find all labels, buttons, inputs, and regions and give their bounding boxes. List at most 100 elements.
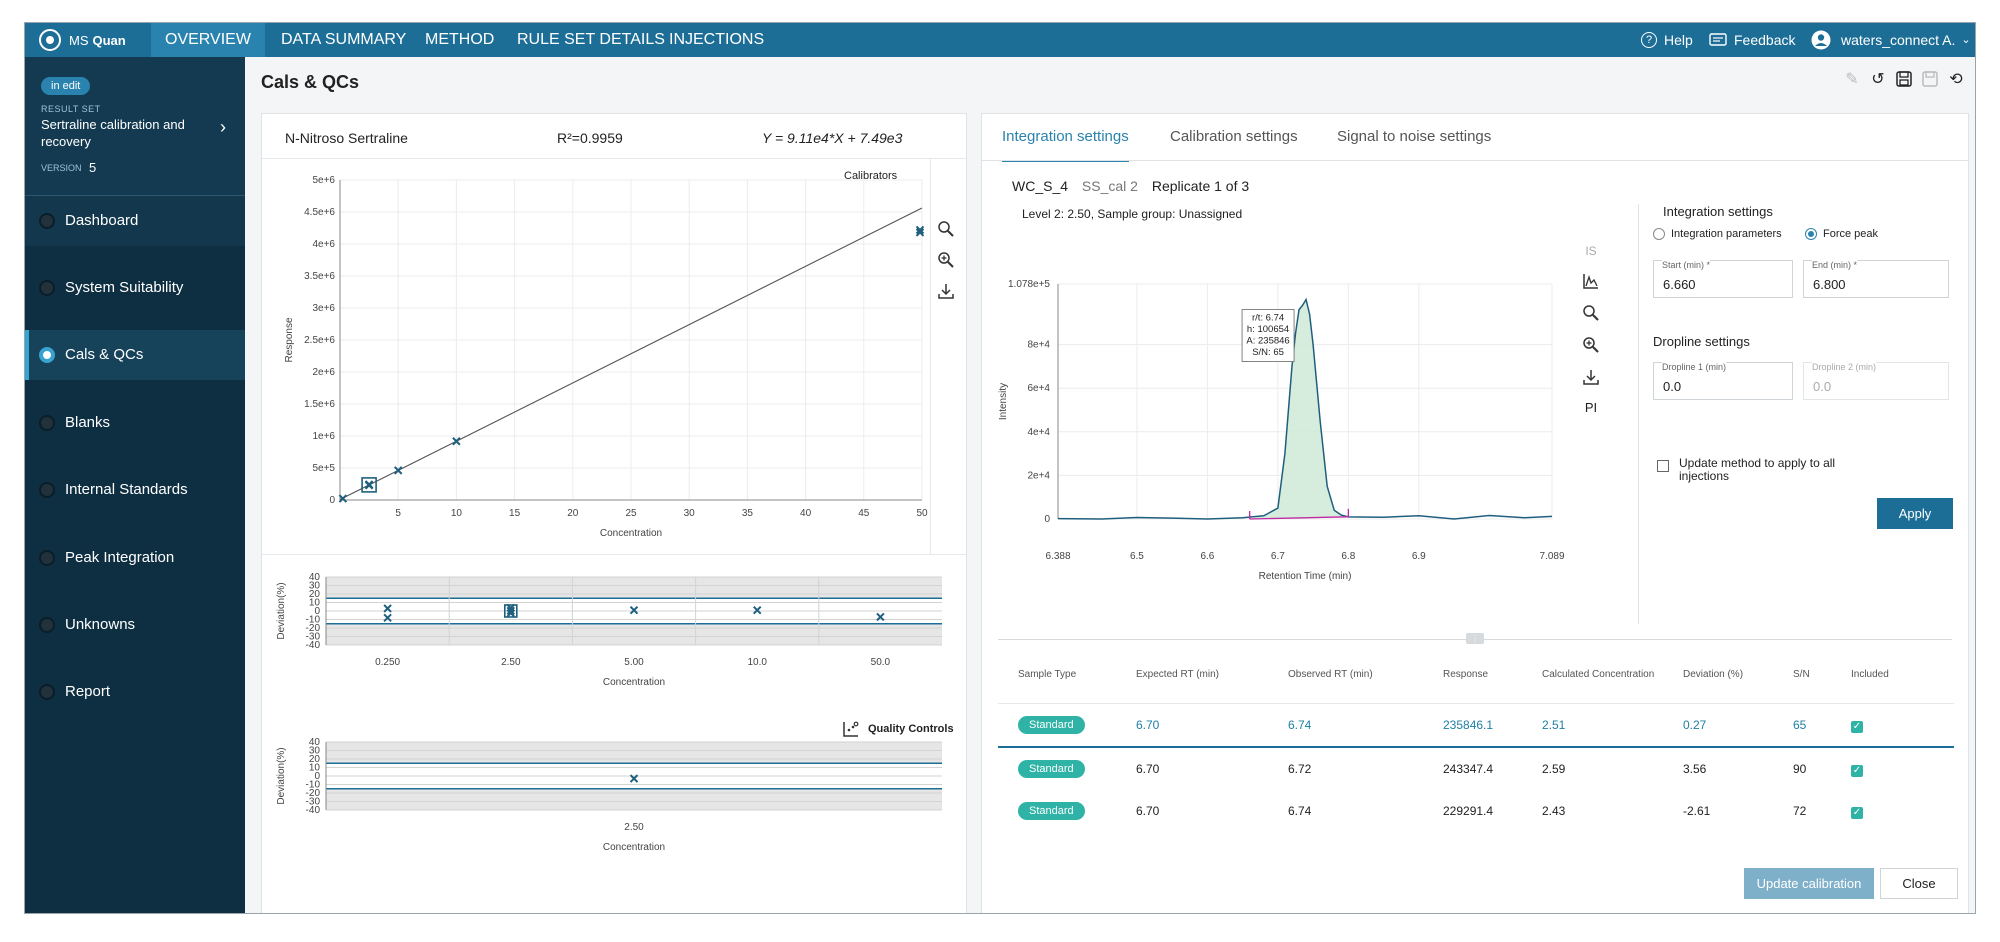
divider: [262, 554, 966, 555]
dashboard-icon: [39, 213, 55, 229]
download-icon[interactable]: [1582, 368, 1600, 386]
col-sample-type[interactable]: Sample Type: [1018, 668, 1077, 680]
col-observed-rt[interactable]: Observed RT (min): [1288, 668, 1373, 680]
deviation-point[interactable]: [383, 613, 392, 623]
calibrator-point[interactable]: [393, 466, 403, 475]
zoom-out-icon[interactable]: [937, 220, 955, 238]
radio-button[interactable]: [1805, 228, 1817, 240]
close-button[interactable]: Close: [1880, 868, 1958, 899]
col-response[interactable]: Response: [1443, 668, 1489, 680]
history-icon[interactable]: ↺: [1871, 71, 1885, 88]
update-method-checkbox[interactable]: [1657, 460, 1669, 472]
deviation-cell: -2.61: [1683, 804, 1711, 818]
included-checkbox[interactable]: ✓: [1851, 806, 1863, 819]
included-checkbox[interactable]: ✓: [1851, 764, 1863, 777]
zoom-in-icon[interactable]: [937, 251, 955, 269]
sidebar-item-cals-qcs[interactable]: Cals & QCs: [25, 330, 245, 380]
deviation-point[interactable]: [752, 605, 762, 615]
radio-button[interactable]: [1653, 228, 1665, 240]
deviation-point[interactable]: [629, 605, 639, 615]
result-set-name[interactable]: Sertraline calibration and recovery: [41, 117, 185, 149]
dropline-1-field[interactable]: Dropline 1 (min) 0.0: [1653, 362, 1793, 400]
tab-injections[interactable]: INJECTIONS: [669, 31, 765, 48]
peak-icon[interactable]: [1582, 272, 1600, 290]
sidebar-item-unknowns[interactable]: Unknowns: [25, 600, 245, 650]
sidebar-item-dashboard[interactable]: Dashboard: [25, 196, 245, 246]
y-tick-label: -40: [306, 640, 321, 651]
zoom-out-icon[interactable]: [1582, 304, 1600, 322]
tab-integration-settings[interactable]: Integration settings: [1002, 114, 1129, 162]
help-link[interactable]: ? Help: [1641, 23, 1693, 57]
sidebar-item-peak-integration[interactable]: Peak Integration: [25, 533, 245, 583]
splitter-handle-icon[interactable]: ⋮: [1466, 633, 1484, 644]
update-calibration-button[interactable]: Update calibration: [1744, 868, 1874, 899]
radio-integration-parameters[interactable]: Integration parameters: [1653, 228, 1782, 240]
x-axis-label: Retention Time (min): [1259, 571, 1352, 582]
fit-line: [339, 207, 923, 501]
deviation-point[interactable]: [506, 609, 516, 618]
sample-type-badge: Standard: [1018, 802, 1085, 820]
tab-overview[interactable]: OVERVIEW: [151, 23, 265, 57]
y-tick-label: -20: [306, 788, 321, 799]
start-time-field[interactable]: Start (min) * 6.660: [1653, 260, 1793, 298]
sidebar-item-blanks[interactable]: Blanks: [25, 398, 245, 448]
tab-data-summary[interactable]: DATA SUMMARY: [281, 31, 407, 48]
table-row[interactable]: Standard 6.70 6.74 229291.4 2.43 -2.61 7…: [998, 790, 1954, 832]
radio-force-peak[interactable]: Force peak: [1805, 228, 1878, 240]
deviation-point[interactable]: [876, 612, 885, 622]
chevron-right-icon[interactable]: ›: [220, 117, 226, 137]
x-tick-label: 50.0: [871, 657, 891, 668]
sidebar-item-internal-standards[interactable]: Internal Standards: [25, 465, 245, 515]
col-included[interactable]: Included: [1851, 668, 1889, 680]
y-axis-label: Deviation(%): [276, 582, 287, 639]
user-menu[interactable]: waters_connect A. ⌄: [1811, 23, 1971, 57]
deviation-point[interactable]: [383, 604, 392, 613]
end-time-field[interactable]: End (min) * 6.800: [1803, 260, 1949, 298]
included-checkbox[interactable]: ✓: [1851, 720, 1863, 733]
tooltip-line: h: 100654: [1247, 324, 1289, 335]
calibrator-point[interactable]: [915, 225, 925, 235]
apply-button[interactable]: Apply: [1877, 498, 1953, 529]
tab-calibration-settings[interactable]: Calibration settings: [1170, 128, 1298, 145]
table-row[interactable]: Standard 6.70 6.72 243347.4 2.59 3.56 90…: [998, 747, 1954, 790]
table-row-selected[interactable]: Standard 6.70 6.74 235846.1 2.51 0.27 65…: [998, 703, 1954, 747]
y-tick-label: 0: [314, 606, 320, 617]
deviation-point[interactable]: [506, 606, 516, 615]
save-as-icon[interactable]: [1921, 71, 1939, 89]
app-logo[interactable]: MS Quan: [39, 29, 126, 51]
col-expected-rt[interactable]: Expected RT (min): [1136, 668, 1219, 680]
tab-method[interactable]: METHOD: [425, 31, 495, 48]
calibrator-point[interactable]: [364, 481, 374, 490]
y-tick-label: 4e+6: [312, 239, 335, 250]
is-toggle[interactable]: IS: [1585, 244, 1597, 258]
save-icon[interactable]: [1895, 71, 1913, 89]
y-tick-label: 2e+4: [1027, 470, 1050, 481]
sample-id: WC_S_4: [1012, 178, 1069, 194]
calibrator-point[interactable]: [452, 437, 461, 446]
x-axis-label: Concentration: [600, 528, 662, 539]
calibrator-point[interactable]: [915, 228, 925, 237]
zoom-in-icon[interactable]: [1582, 336, 1600, 354]
tab-signal-to-noise-settings[interactable]: Signal to noise settings: [1337, 128, 1492, 145]
chromatogram-chart[interactable]: 0 2e+4 4e+4 6e+4 8e+4 1.078e+5 6.388 6.5 6.6 6.7 6…: [992, 264, 1592, 624]
feedback-link[interactable]: Feedback: [1709, 23, 1795, 57]
deviation-point[interactable]: [629, 774, 639, 783]
pi-toggle[interactable]: PI: [1584, 400, 1598, 415]
col-sn[interactable]: S/N: [1793, 668, 1810, 680]
sidebar-item-report[interactable]: Report: [25, 667, 245, 717]
edit-pencil-icon[interactable]: ✎: [1845, 71, 1859, 88]
y-tick-label: 20: [309, 589, 321, 600]
y-tick-label: 1e+6: [312, 431, 335, 442]
sidebar-item-system-suitability[interactable]: System Suitability: [25, 263, 245, 313]
chevron-down-icon: ⌄: [1961, 34, 1971, 46]
col-calculated-concentration[interactable]: Calculated Concentration: [1542, 668, 1655, 680]
download-icon[interactable]: [937, 282, 955, 300]
calibrator-point[interactable]: [338, 494, 348, 503]
concentration-cell: 2.59: [1542, 762, 1566, 776]
calibration-curve-chart[interactable]: 0 5e+5 1e+6 1.5e+6 2e+6 2.5e+6 3e+6 3.5e+6 4e+6 4…: [262, 158, 966, 598]
restore-icon[interactable]: ⟲: [1949, 71, 1963, 88]
col-deviation[interactable]: Deviation (%): [1683, 668, 1744, 680]
tab-rule-set-details[interactable]: RULE SET DETAILS: [517, 31, 665, 48]
